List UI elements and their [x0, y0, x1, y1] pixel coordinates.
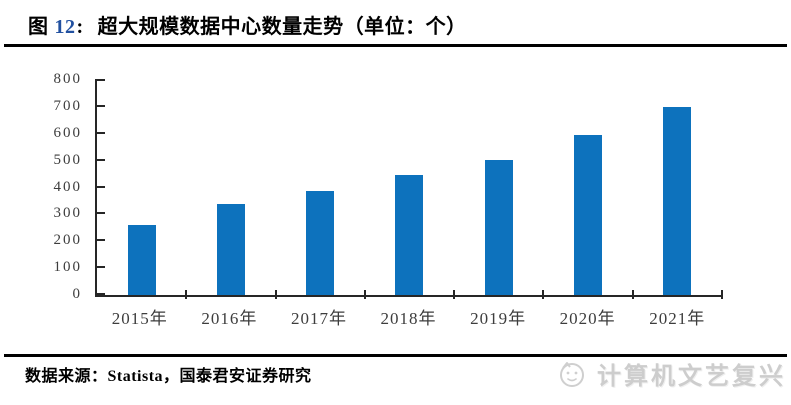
bar-cell-2015年 [97, 79, 186, 295]
figure-label: 图 [28, 16, 49, 38]
x-axis-tick [185, 290, 188, 299]
x-tick-label: 2021年 [649, 309, 706, 328]
bar-2018年 [395, 174, 424, 295]
x-tick-label: 2017年 [290, 309, 347, 328]
watermark-text: 计算机文艺复兴 [597, 364, 786, 390]
bar-cell-2016年 [186, 79, 275, 295]
bar-2016年 [216, 204, 245, 295]
bar-cell-2020年 [543, 79, 632, 295]
y-axis-tick [97, 158, 105, 161]
y-tick-label: 400 [53, 178, 82, 195]
bar-2015年 [127, 225, 156, 295]
figure-caption: 图 12: 超大规模数据中心数量走势（单位：个） [28, 10, 467, 40]
y-tick-label: 700 [53, 97, 82, 114]
watermark-logo-icon [560, 361, 584, 387]
chart-title: 超大规模数据中心数量走势（单位：个） [97, 16, 467, 38]
y-tick-label: 300 [53, 205, 82, 222]
bar-cell-2017年 [276, 79, 365, 295]
y-axis-tick [97, 293, 105, 295]
bar-cell-2021年 [633, 79, 722, 295]
bar-plot [95, 79, 723, 299]
x-axis-tick [721, 290, 723, 299]
bar-cell-2019年 [454, 79, 543, 295]
title-underline [4, 44, 787, 47]
y-axis-tick [97, 131, 105, 134]
bar-2020年 [574, 134, 603, 295]
footer-divider [4, 354, 787, 357]
y-axis-tick [97, 79, 105, 81]
y-axis-tick [97, 266, 105, 269]
x-tick-label: 2016年 [201, 309, 258, 328]
x-axis-tick [542, 290, 545, 299]
y-axis-tick [97, 104, 105, 107]
y-tick-label: 600 [53, 124, 82, 141]
x-tick-label: 2020年 [559, 309, 616, 328]
x-tick-label: 2018年 [380, 309, 437, 328]
watermark: 计算机文艺复兴 [557, 356, 786, 391]
bar-2019年 [484, 159, 513, 295]
y-tick-label: 200 [53, 232, 82, 249]
y-axis-tick [97, 239, 105, 242]
y-tick-label: 0 [72, 286, 82, 302]
x-tick-label: 2019年 [470, 309, 527, 328]
x-axis-tick [453, 290, 456, 299]
y-axis-tick [97, 212, 105, 215]
x-axis-labels: 2015年 2016年 2017年 2018年 2019年 2020年 2021年 [95, 304, 722, 329]
data-source-note: 数据来源：Statista，国泰君安证券研究 [25, 368, 312, 385]
figure-number: 12 [54, 16, 76, 38]
y-tick-label: 800 [53, 71, 82, 87]
plot-area [95, 79, 723, 299]
x-axis-tick [631, 290, 634, 299]
y-axis-labels: 0 100 200 300 400 500 600 700 800 [34, 71, 90, 302]
x-tick-label: 2015年 [111, 309, 168, 328]
y-axis-tick [97, 185, 105, 188]
x-axis-tick [363, 290, 366, 299]
bar-2021年 [663, 106, 692, 295]
y-tick-label: 500 [53, 151, 82, 168]
bar-2017年 [306, 191, 335, 295]
caption-separator: : [76, 16, 84, 38]
x-axis-tick [274, 290, 277, 299]
y-tick-label: 100 [53, 259, 82, 276]
bar-cell-2018年 [365, 79, 454, 295]
